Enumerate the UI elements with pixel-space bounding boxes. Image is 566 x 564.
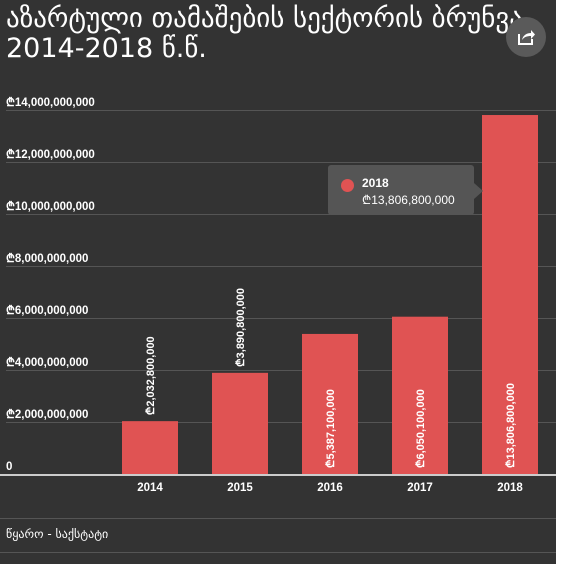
bar-data-label: ₾6,050,100,000	[415, 389, 427, 468]
tooltip-series-dot	[341, 179, 354, 192]
x-tick-label: 2014	[137, 482, 163, 494]
bar	[392, 316, 448, 474]
chart-title: აზარტული თამაშების სექტორის ბრუნვა 2014-…	[6, 4, 546, 64]
y-tick-label: ₾8,000,000,000	[6, 252, 88, 265]
y-tick-label: ₾10,000,000,000	[6, 200, 95, 213]
tooltip: 2018 ₾13,806,800,000	[328, 165, 483, 215]
y-tick-label: ₾6,000,000,000	[6, 304, 88, 317]
y-tick-label: ₾12,000,000,000	[6, 148, 95, 161]
bar	[122, 421, 178, 474]
x-tick-label: 2015	[227, 482, 253, 494]
bar	[482, 115, 538, 475]
y-tick-label: ₾14,000,000,000	[6, 96, 95, 109]
bar-data-label: ₾5,387,100,000	[325, 389, 337, 468]
bar-data-label: ₾13,806,800,000	[505, 383, 517, 468]
bar-data-label: ₾2,032,800,000	[145, 336, 157, 415]
bar-data-label: ₾3,890,800,000	[235, 288, 247, 367]
tooltip-value: ₾13,806,800,000	[362, 193, 455, 207]
share-icon	[518, 30, 535, 45]
bar	[212, 372, 268, 474]
source-note: წყარო - საქსტატი	[6, 527, 109, 541]
y-tick-label: ₾2,000,000,000	[6, 408, 88, 421]
chart-title-line-1: აზარტული თამაშების სექტორის ბრუნვა	[6, 3, 523, 34]
share-button[interactable]	[506, 17, 546, 57]
y-tick-label: ₾4,000,000,000	[6, 356, 88, 369]
x-tick-label: 2016	[317, 482, 343, 494]
chart-title-line-2: 2014-2018 წ.წ.	[6, 33, 207, 64]
bar	[302, 333, 358, 474]
x-tick-label: 2018	[497, 482, 523, 494]
y-tick-label: 0	[6, 461, 12, 473]
x-tick-label: 2017	[407, 482, 433, 494]
tooltip-category: 2018	[362, 176, 389, 190]
